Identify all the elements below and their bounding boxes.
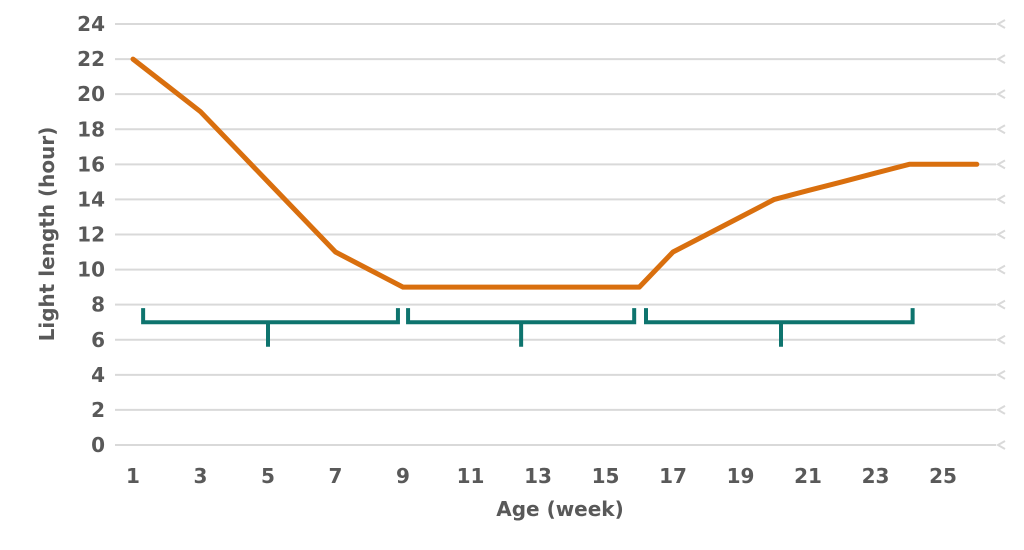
y-tick-label-20: 20: [77, 82, 105, 106]
x-tick-label-23: 23: [862, 464, 890, 488]
gridline-end-tick: [995, 299, 1006, 310]
gridline-end-tick: [995, 334, 1006, 345]
gridline-end-tick: [995, 54, 1006, 64]
y-tick-label-18: 18: [77, 117, 105, 141]
gridline-end-tick: [995, 19, 1006, 29]
gridline-end-tick: [995, 264, 1006, 275]
x-axis-title: Age (week): [496, 497, 624, 521]
y-tick-label-8: 8: [91, 293, 105, 317]
x-tick-label-21: 21: [794, 464, 822, 488]
x-tick-label-9: 9: [396, 464, 410, 488]
y-tick-label-16: 16: [77, 152, 105, 176]
range-bracket-constant-phase: [406, 308, 637, 347]
x-tick-label-19: 19: [727, 464, 755, 488]
x-tick-label-5: 5: [261, 464, 275, 488]
y-tick-label-24: 24: [77, 12, 105, 36]
y-tick-label-12: 12: [77, 223, 105, 247]
gridline-end-tick: [995, 124, 1006, 135]
gridline-end-tick: [995, 440, 1006, 450]
gridline-end-tick: [995, 194, 1006, 205]
y-tick-label-6: 6: [91, 328, 105, 352]
y-tick-label-0: 0: [91, 433, 105, 457]
range-bracket-step-down-phase: [141, 308, 400, 347]
gridline-end-tick: [995, 89, 1006, 100]
series-line-light-length: [130, 56, 980, 290]
x-tick-label-15: 15: [592, 464, 620, 488]
y-tick-label-10: 10: [77, 258, 105, 282]
gridline-end-tick: [995, 405, 1006, 415]
y-tick-label-14: 14: [77, 187, 105, 211]
x-tick-label-17: 17: [659, 464, 687, 488]
y-tick-label-2: 2: [91, 398, 105, 422]
x-tick-label-3: 3: [194, 464, 208, 488]
x-tick-label-13: 13: [524, 464, 552, 488]
y-axis-title: Light length (hour): [35, 126, 59, 342]
x-tick-label-25: 25: [929, 464, 957, 488]
range-bracket-step-up-phase: [644, 308, 915, 347]
gridline-end-tick: [995, 159, 1006, 170]
y-tick-label-22: 22: [77, 47, 105, 71]
y-tick-label-4: 4: [91, 363, 105, 387]
gridline-end-tick: [995, 369, 1006, 380]
gridline-end-tick: [995, 229, 1006, 240]
x-tick-label-11: 11: [457, 464, 485, 488]
x-tick-label-1: 1: [126, 464, 140, 488]
x-tick-label-7: 7: [329, 464, 343, 488]
